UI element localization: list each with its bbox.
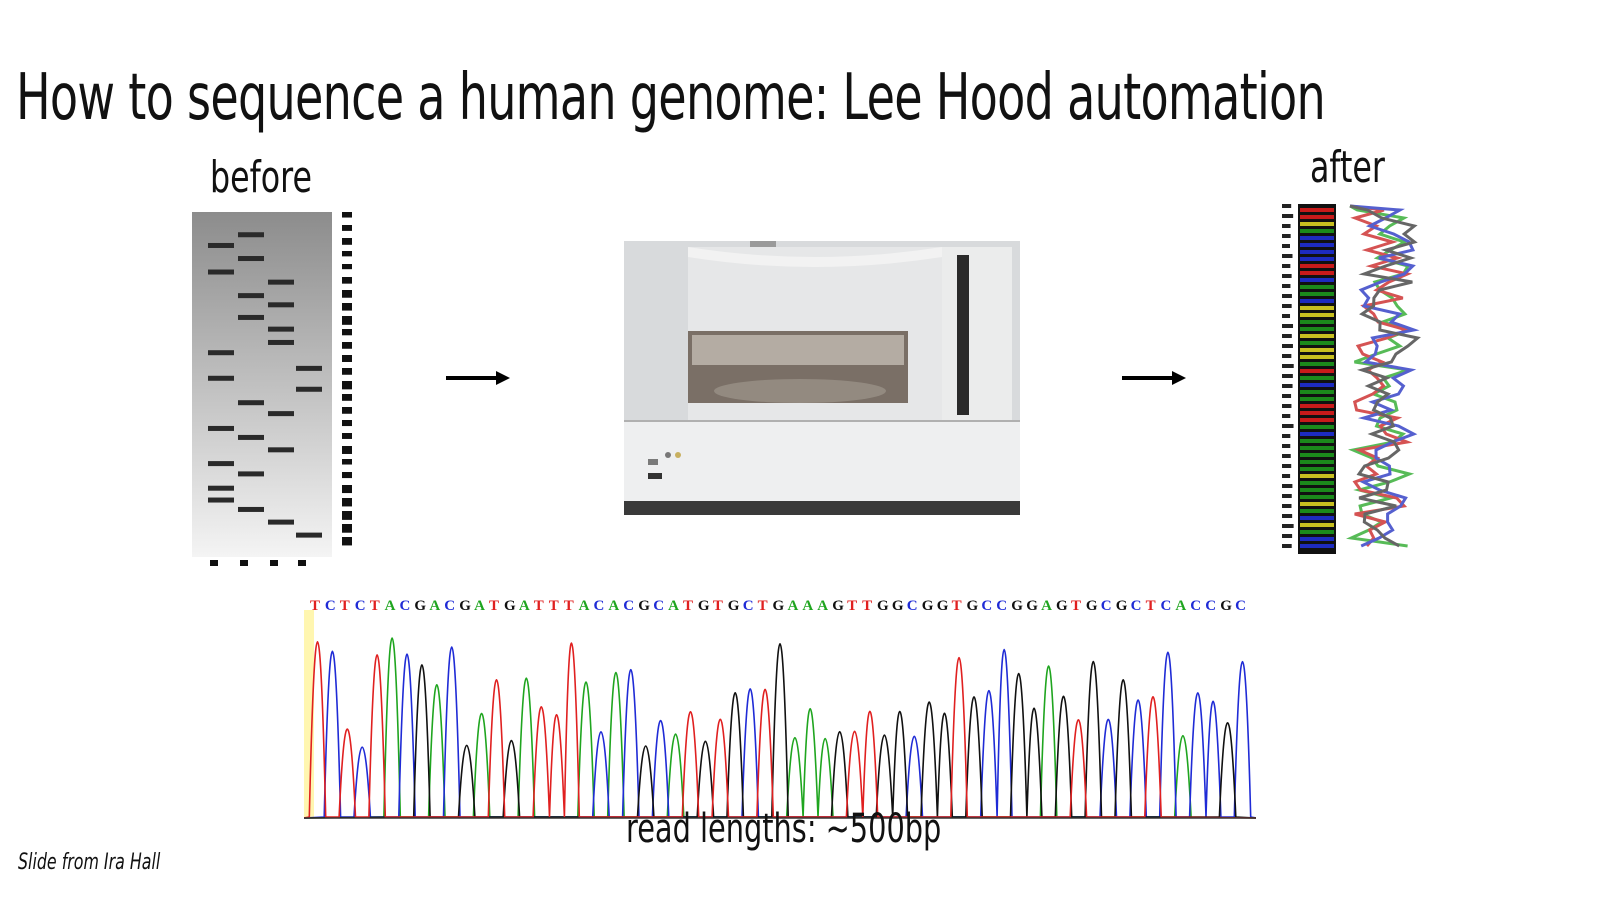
base-letter: T <box>340 598 350 614</box>
base-letter: G <box>877 598 889 614</box>
base-letter: G <box>504 598 516 614</box>
base-letter: G <box>832 598 844 614</box>
base-letter: T <box>370 598 380 614</box>
base-letter: C <box>1235 598 1246 614</box>
slide-title: How to sequence a human genome: Lee Hood… <box>16 61 1326 135</box>
before-label: before <box>210 152 312 203</box>
base-letter: G <box>1026 598 1038 614</box>
base-letter: G <box>638 598 650 614</box>
base-letter: T <box>1146 598 1156 614</box>
base-letter: C <box>981 598 992 614</box>
base-letter: A <box>1041 598 1052 614</box>
base-letter: C <box>653 598 664 614</box>
base-letter: C <box>1190 598 1201 614</box>
base-letter: A <box>429 598 440 614</box>
base-letter: G <box>967 598 979 614</box>
base-letter: G <box>1116 598 1128 614</box>
base-letter: A <box>519 598 530 614</box>
base-letter: C <box>325 598 336 614</box>
after-label: after <box>1310 142 1385 193</box>
base-letter: T <box>683 598 693 614</box>
base-letter: C <box>996 598 1007 614</box>
base-letter: C <box>1131 598 1142 614</box>
base-letter: C <box>1161 598 1172 614</box>
base-letter: A <box>608 598 619 614</box>
base-letter: A <box>788 598 799 614</box>
base-letter: C <box>743 598 754 614</box>
base-letter: G <box>773 598 785 614</box>
base-letter: T <box>862 598 872 614</box>
base-letter: C <box>594 598 605 614</box>
arrow-right-icon <box>1122 371 1186 385</box>
base-letter: T <box>758 598 768 614</box>
arrow-right-icon <box>446 371 510 385</box>
base-letter: G <box>937 598 949 614</box>
base-letter: C <box>623 598 634 614</box>
base-letter: T <box>1071 598 1081 614</box>
base-letter: C <box>1205 598 1216 614</box>
base-letter: G <box>698 598 710 614</box>
base-letter: G <box>1086 598 1098 614</box>
base-letter: T <box>549 598 559 614</box>
base-letter: C <box>444 598 455 614</box>
base-letter: C <box>355 598 366 614</box>
base-letter: C <box>907 598 918 614</box>
sequencing-gel-image <box>192 212 352 566</box>
base-letter: T <box>952 598 962 614</box>
base-letter: G <box>728 598 740 614</box>
base-letter: A <box>668 598 679 614</box>
base-letter: C <box>1101 598 1112 614</box>
base-letter: G <box>459 598 471 614</box>
base-letter: C <box>400 598 411 614</box>
fluorescent-lane-image <box>1282 204 1421 554</box>
base-letter: A <box>817 598 828 614</box>
base-letter: T <box>847 598 857 614</box>
base-letter: A <box>474 598 485 614</box>
dna-sequencer-image <box>624 241 1020 515</box>
base-letter: A <box>1175 598 1186 614</box>
base-letter: T <box>713 598 723 614</box>
base-letter: T <box>489 598 499 614</box>
base-letter: G <box>1011 598 1023 614</box>
base-letter: G <box>1056 598 1068 614</box>
base-letter: T <box>310 598 320 614</box>
base-letter: T <box>564 598 574 614</box>
slide-credit: Slide from Ira Hall <box>18 850 161 875</box>
base-letter: A <box>579 598 590 614</box>
base-letter: G <box>892 598 904 614</box>
base-letter: T <box>534 598 544 614</box>
base-letter: G <box>922 598 934 614</box>
base-letter: G <box>1220 598 1232 614</box>
base-letter: A <box>385 598 396 614</box>
base-letter: A <box>802 598 813 614</box>
base-letter: G <box>414 598 426 614</box>
read-length-caption: read lengths: ~500bp <box>626 806 942 852</box>
